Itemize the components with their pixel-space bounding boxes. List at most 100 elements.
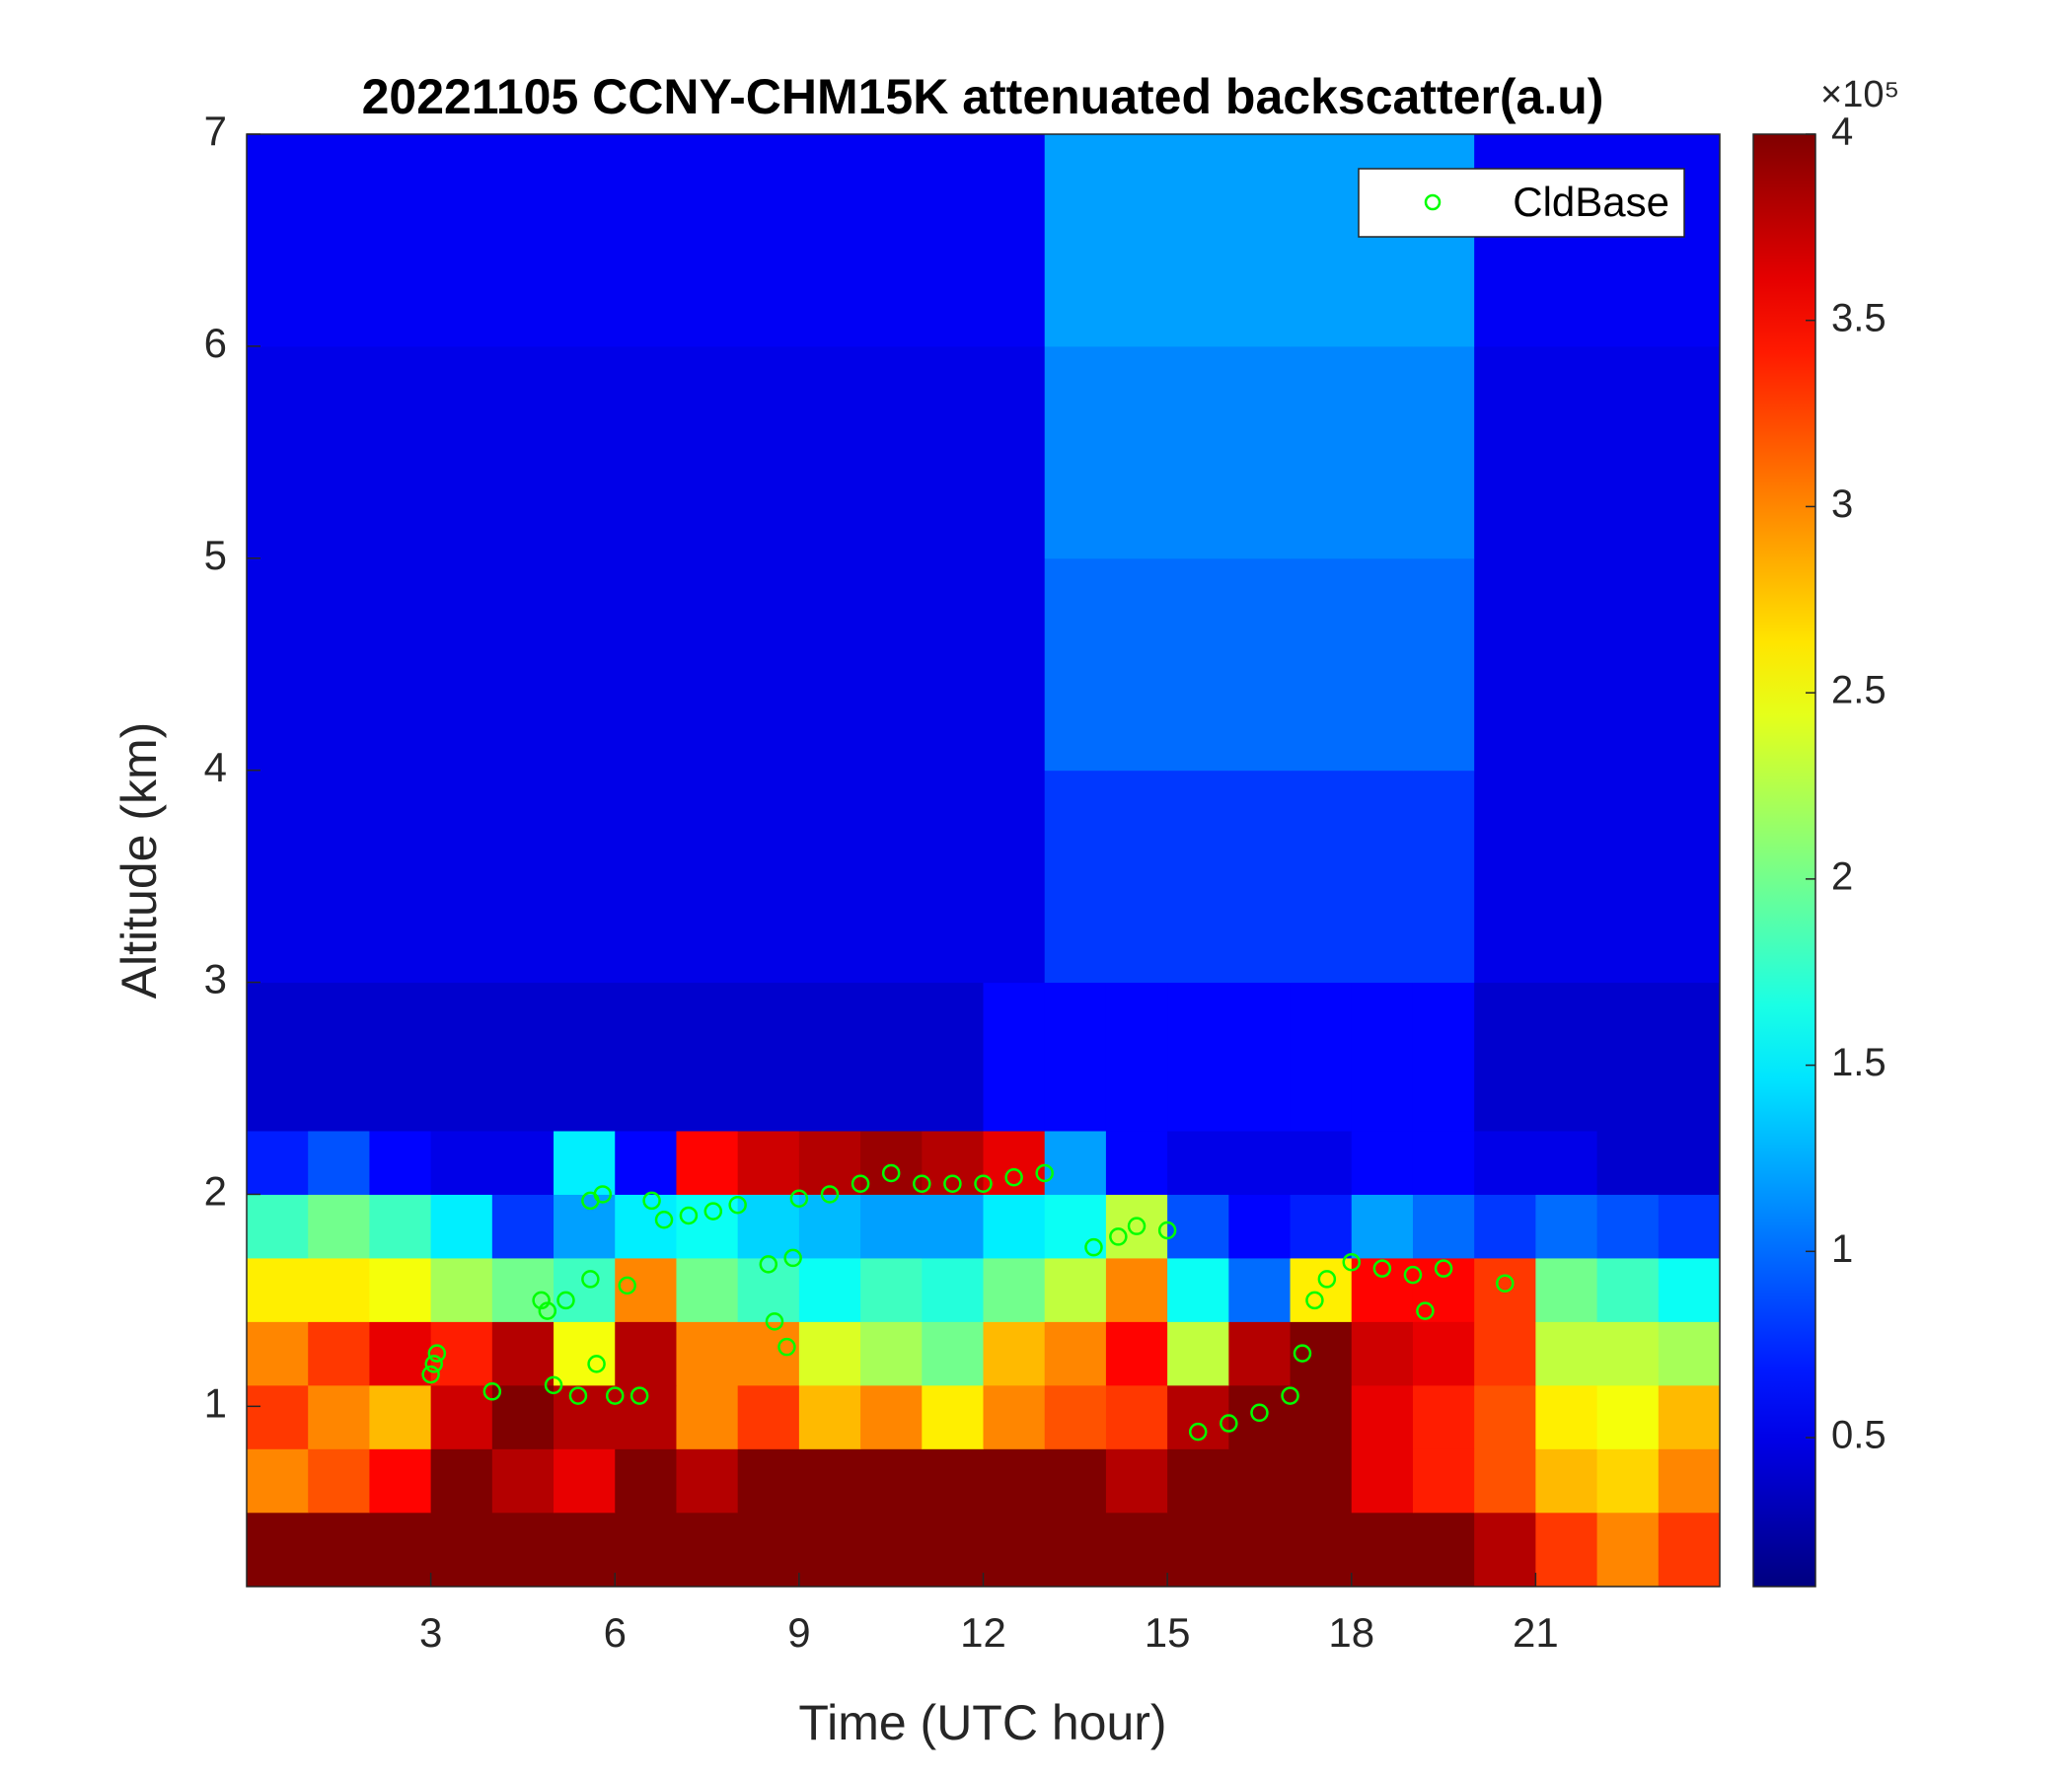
cloud-base-marker — [544, 1375, 563, 1395]
heatmap-cell — [737, 1512, 800, 1588]
heatmap-cell — [983, 770, 1046, 984]
heatmap-cell — [1167, 345, 1229, 559]
cloud-base-marker — [881, 1163, 901, 1183]
heatmap-cell — [308, 1321, 370, 1386]
heatmap-cell — [1535, 1130, 1598, 1195]
heatmap-cell — [1351, 770, 1414, 984]
y-axis-label: Altitude (km) — [111, 722, 167, 999]
cloud-base-marker — [629, 1386, 649, 1405]
heatmap-cell — [798, 1130, 861, 1195]
heatmap-cell — [247, 1321, 309, 1386]
heatmap-cell — [1658, 982, 1721, 1132]
heatmap-cell — [247, 1384, 309, 1449]
colorbar-tick-label: 2 — [1831, 854, 1853, 898]
heatmap-cell — [369, 1130, 432, 1195]
cloud-base-marker — [759, 1255, 778, 1274]
heatmap-cell — [1105, 770, 1168, 984]
heatmap-cell — [1658, 1384, 1721, 1449]
cloud-base-marker — [783, 1248, 802, 1268]
heatmap-cell — [1044, 1321, 1107, 1386]
heatmap-cell — [615, 770, 677, 984]
heatmap-cell — [798, 134, 861, 347]
cloud-base-marker — [679, 1206, 699, 1225]
heatmap-cell — [1596, 1384, 1660, 1449]
heatmap-cell — [369, 1257, 432, 1322]
cloud-base-marker — [789, 1189, 809, 1209]
heatmap-cell — [491, 1257, 555, 1322]
heatmap-cell — [1474, 1512, 1536, 1588]
cloud-base-marker — [820, 1185, 840, 1204]
heatmap-cell — [1412, 1194, 1475, 1259]
heatmap-cell — [369, 1194, 432, 1259]
heatmap-cell — [922, 557, 984, 772]
heatmap-cell — [1474, 1384, 1536, 1449]
cloud-base-marker — [556, 1291, 575, 1310]
cloud-base-marker — [913, 1174, 931, 1193]
heatmap-cell — [1596, 770, 1660, 984]
cloud-base-marker — [1416, 1301, 1435, 1320]
heatmap-cell — [308, 770, 370, 984]
heatmap-cell — [1596, 1257, 1660, 1322]
heatmap-cell — [1658, 1257, 1721, 1322]
heatmap-cell — [1351, 1130, 1414, 1195]
heatmap-cell — [737, 1130, 800, 1195]
colorbar-tick-label: 4 — [1831, 111, 1853, 154]
heatmap-cell — [369, 1384, 432, 1449]
heatmap-cell — [491, 1512, 555, 1588]
heatmap-cell — [554, 1384, 616, 1449]
heatmap-cell — [308, 1194, 370, 1259]
heatmap-cell — [369, 134, 432, 347]
x-tick-label: 21 — [1513, 1609, 1559, 1656]
heatmap-cell — [554, 1321, 616, 1386]
cloud-base-marker — [703, 1202, 723, 1221]
heatmap-cell — [491, 982, 555, 1132]
colorbar-multiplier: ×10⁵ — [1820, 74, 1899, 115]
cloud-base-marker — [1305, 1291, 1324, 1310]
heatmap-cell — [798, 1321, 861, 1386]
heatmap-cell — [860, 982, 923, 1132]
heatmap-cell — [860, 557, 923, 772]
heatmap-cell — [1105, 1448, 1168, 1514]
heatmap-cell — [737, 982, 800, 1132]
legend-box — [1358, 168, 1685, 238]
cloud-base-marker — [1035, 1163, 1054, 1183]
heatmap-cell — [430, 557, 493, 772]
cloud-base-marker — [427, 1344, 447, 1363]
x-axis-label: Time (UTC hour) — [798, 1695, 1166, 1750]
heatmap-cell — [1474, 1321, 1536, 1386]
heatmap-cell — [676, 1448, 739, 1514]
heatmap-cell — [798, 1384, 861, 1449]
heatmap-cell — [1535, 557, 1598, 772]
heatmap-cell — [1228, 345, 1292, 559]
heatmap-cell — [1351, 1384, 1414, 1449]
cloud-base-marker — [1188, 1422, 1208, 1442]
heatmap-cell — [491, 557, 555, 772]
heatmap-cell — [798, 1448, 861, 1514]
cloud-base-marker — [618, 1276, 636, 1295]
x-tick-label: 15 — [1145, 1609, 1191, 1656]
heatmap-cell — [1105, 1384, 1168, 1449]
heatmap-cell — [676, 1257, 739, 1322]
cloud-base-marker — [1434, 1259, 1453, 1278]
heatmap-cell — [615, 982, 677, 1132]
heatmap-cell — [860, 1194, 923, 1259]
heatmap-cell — [1167, 1448, 1229, 1514]
cloud-base-marker — [581, 1270, 600, 1289]
heatmap-cell — [308, 1257, 370, 1322]
heatmap-cell — [491, 1448, 555, 1514]
heatmap-cell — [1474, 1257, 1536, 1322]
x-tick-label: 9 — [787, 1609, 810, 1656]
heatmap-cell — [430, 1130, 493, 1195]
heatmap-cell — [922, 770, 984, 984]
y-tick-label: 7 — [204, 108, 227, 154]
heatmap-cell — [430, 345, 493, 559]
heatmap-cell — [1351, 345, 1414, 559]
heatmap-cell — [1412, 1384, 1475, 1449]
heatmap-cell — [247, 557, 309, 772]
heatmap-cell — [1412, 1512, 1475, 1588]
colorbar-tick-label: 1.5 — [1831, 1041, 1887, 1084]
heatmap-cell — [1412, 134, 1475, 347]
heatmap-cell — [798, 1257, 861, 1322]
heatmap-cell — [737, 134, 800, 347]
heatmap-cell — [1228, 982, 1292, 1132]
